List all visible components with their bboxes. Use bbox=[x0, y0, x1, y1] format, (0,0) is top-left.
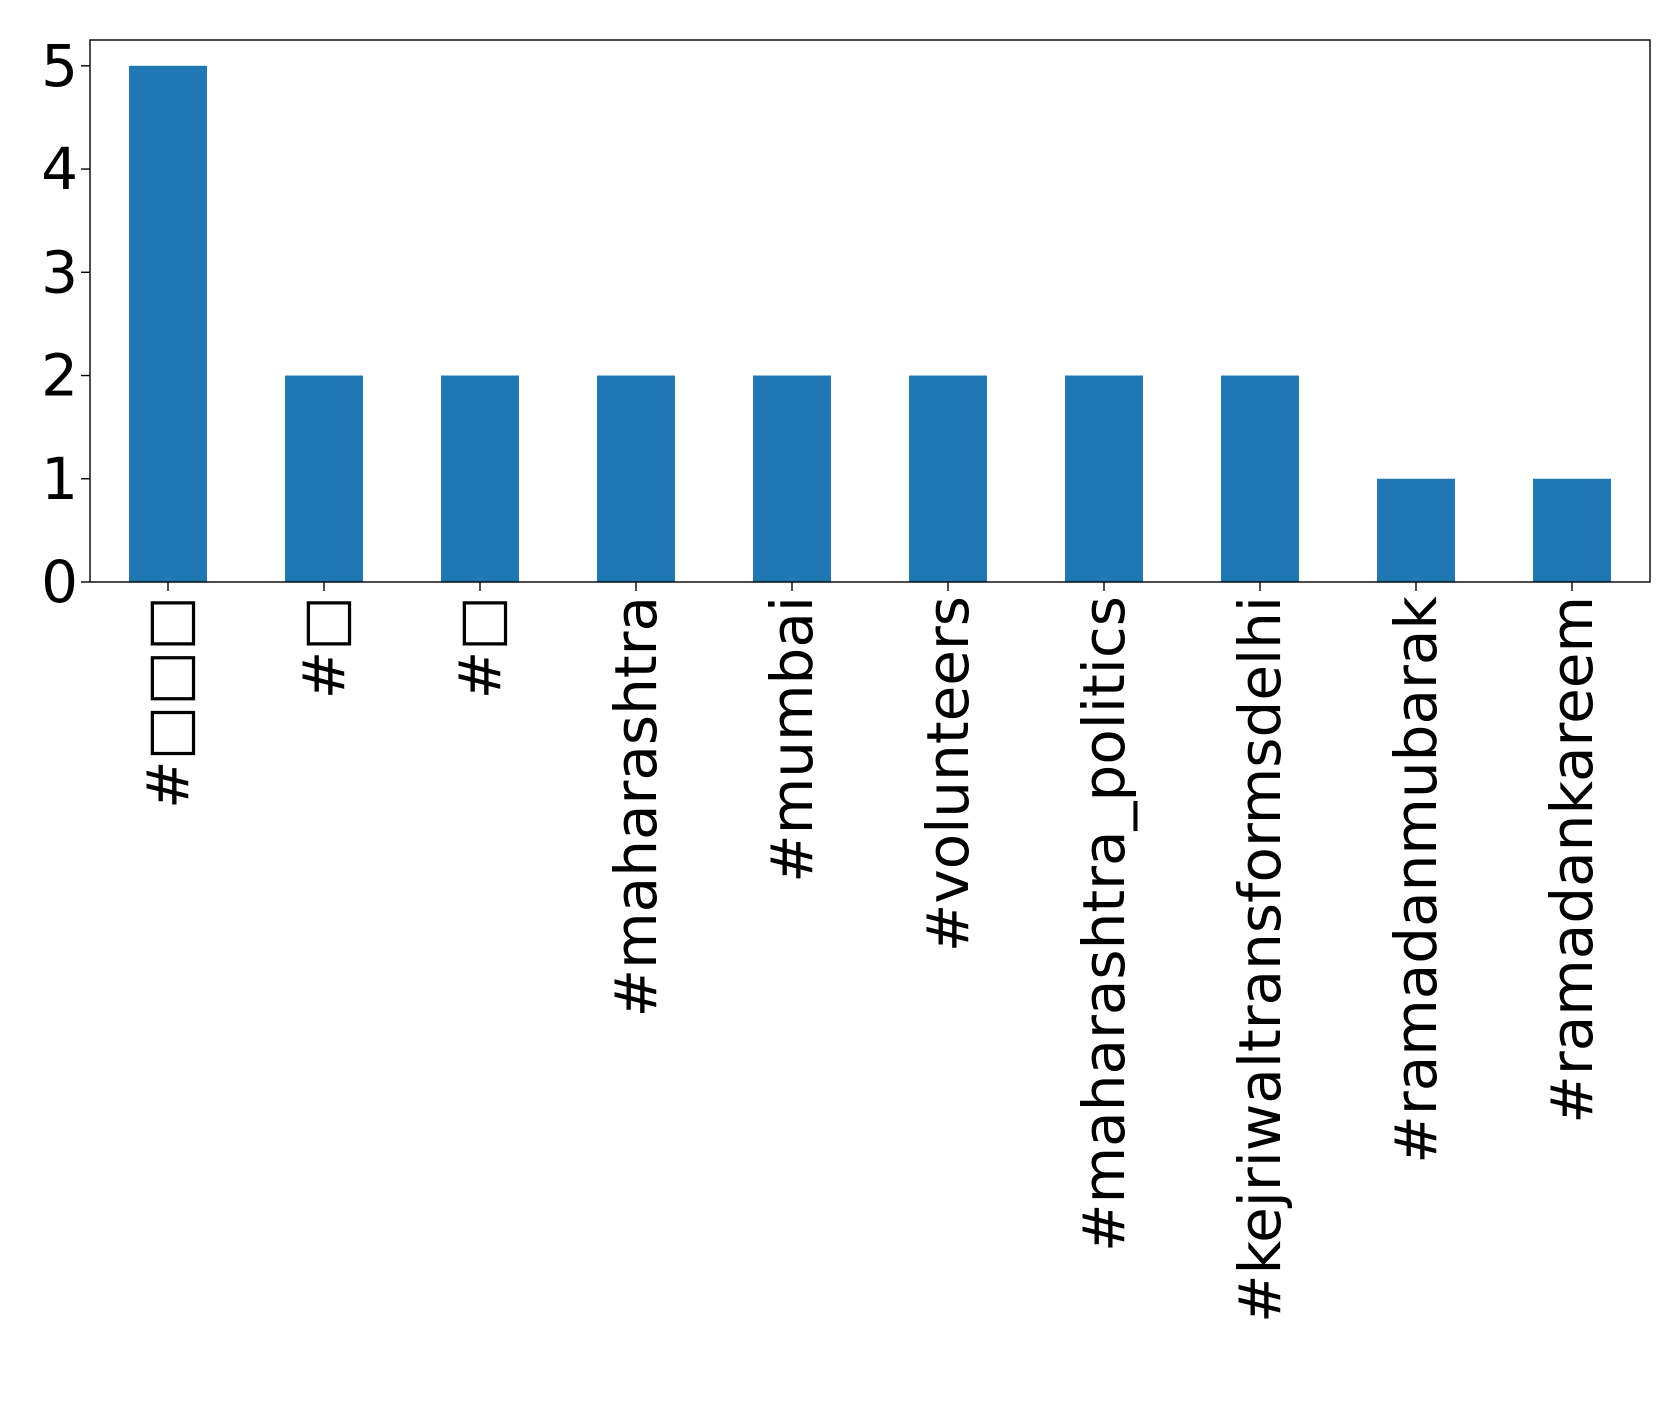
bar bbox=[597, 375, 675, 582]
bar bbox=[1533, 478, 1611, 582]
y-tick-label: 5 bbox=[41, 32, 78, 100]
x-axis: #□□□ #□ #□ #maharashtra #mumbai #volunteers #m… bbox=[134, 582, 1606, 1323]
x-tick-label: #□ bbox=[446, 596, 514, 699]
bars-group bbox=[129, 65, 1611, 583]
axes-frame bbox=[89, 39, 1651, 583]
bar bbox=[441, 375, 519, 582]
bar bbox=[129, 65, 207, 583]
bar bbox=[1221, 375, 1299, 582]
x-tick-label: #maharashtra bbox=[602, 596, 670, 1017]
bar bbox=[1377, 478, 1455, 582]
x-tick-label: #□ bbox=[290, 596, 358, 699]
y-tick-label: 4 bbox=[41, 135, 78, 203]
y-tick-label: 0 bbox=[41, 548, 78, 616]
y-tick-label: 1 bbox=[41, 445, 78, 513]
y-tick-label: 2 bbox=[41, 342, 78, 410]
x-tick-label: #maharashtra_politics bbox=[1070, 596, 1138, 1252]
bar bbox=[1065, 375, 1143, 582]
bar bbox=[909, 375, 987, 582]
bar bbox=[285, 375, 363, 582]
x-tick-label: #ramadankareem bbox=[1538, 596, 1606, 1124]
bar bbox=[753, 375, 831, 582]
x-tick-label: #□□□ bbox=[134, 596, 202, 809]
x-tick-label: #kejriwaltransformsdelhi bbox=[1226, 596, 1294, 1323]
x-tick-label: #volunteers bbox=[914, 596, 982, 952]
y-tick-label: 3 bbox=[41, 238, 78, 306]
x-tick-label: #ramadanmubarak bbox=[1382, 596, 1450, 1164]
y-axis: 0 1 2 3 4 5 bbox=[41, 32, 90, 616]
x-tick-label: #mumbai bbox=[758, 596, 826, 883]
